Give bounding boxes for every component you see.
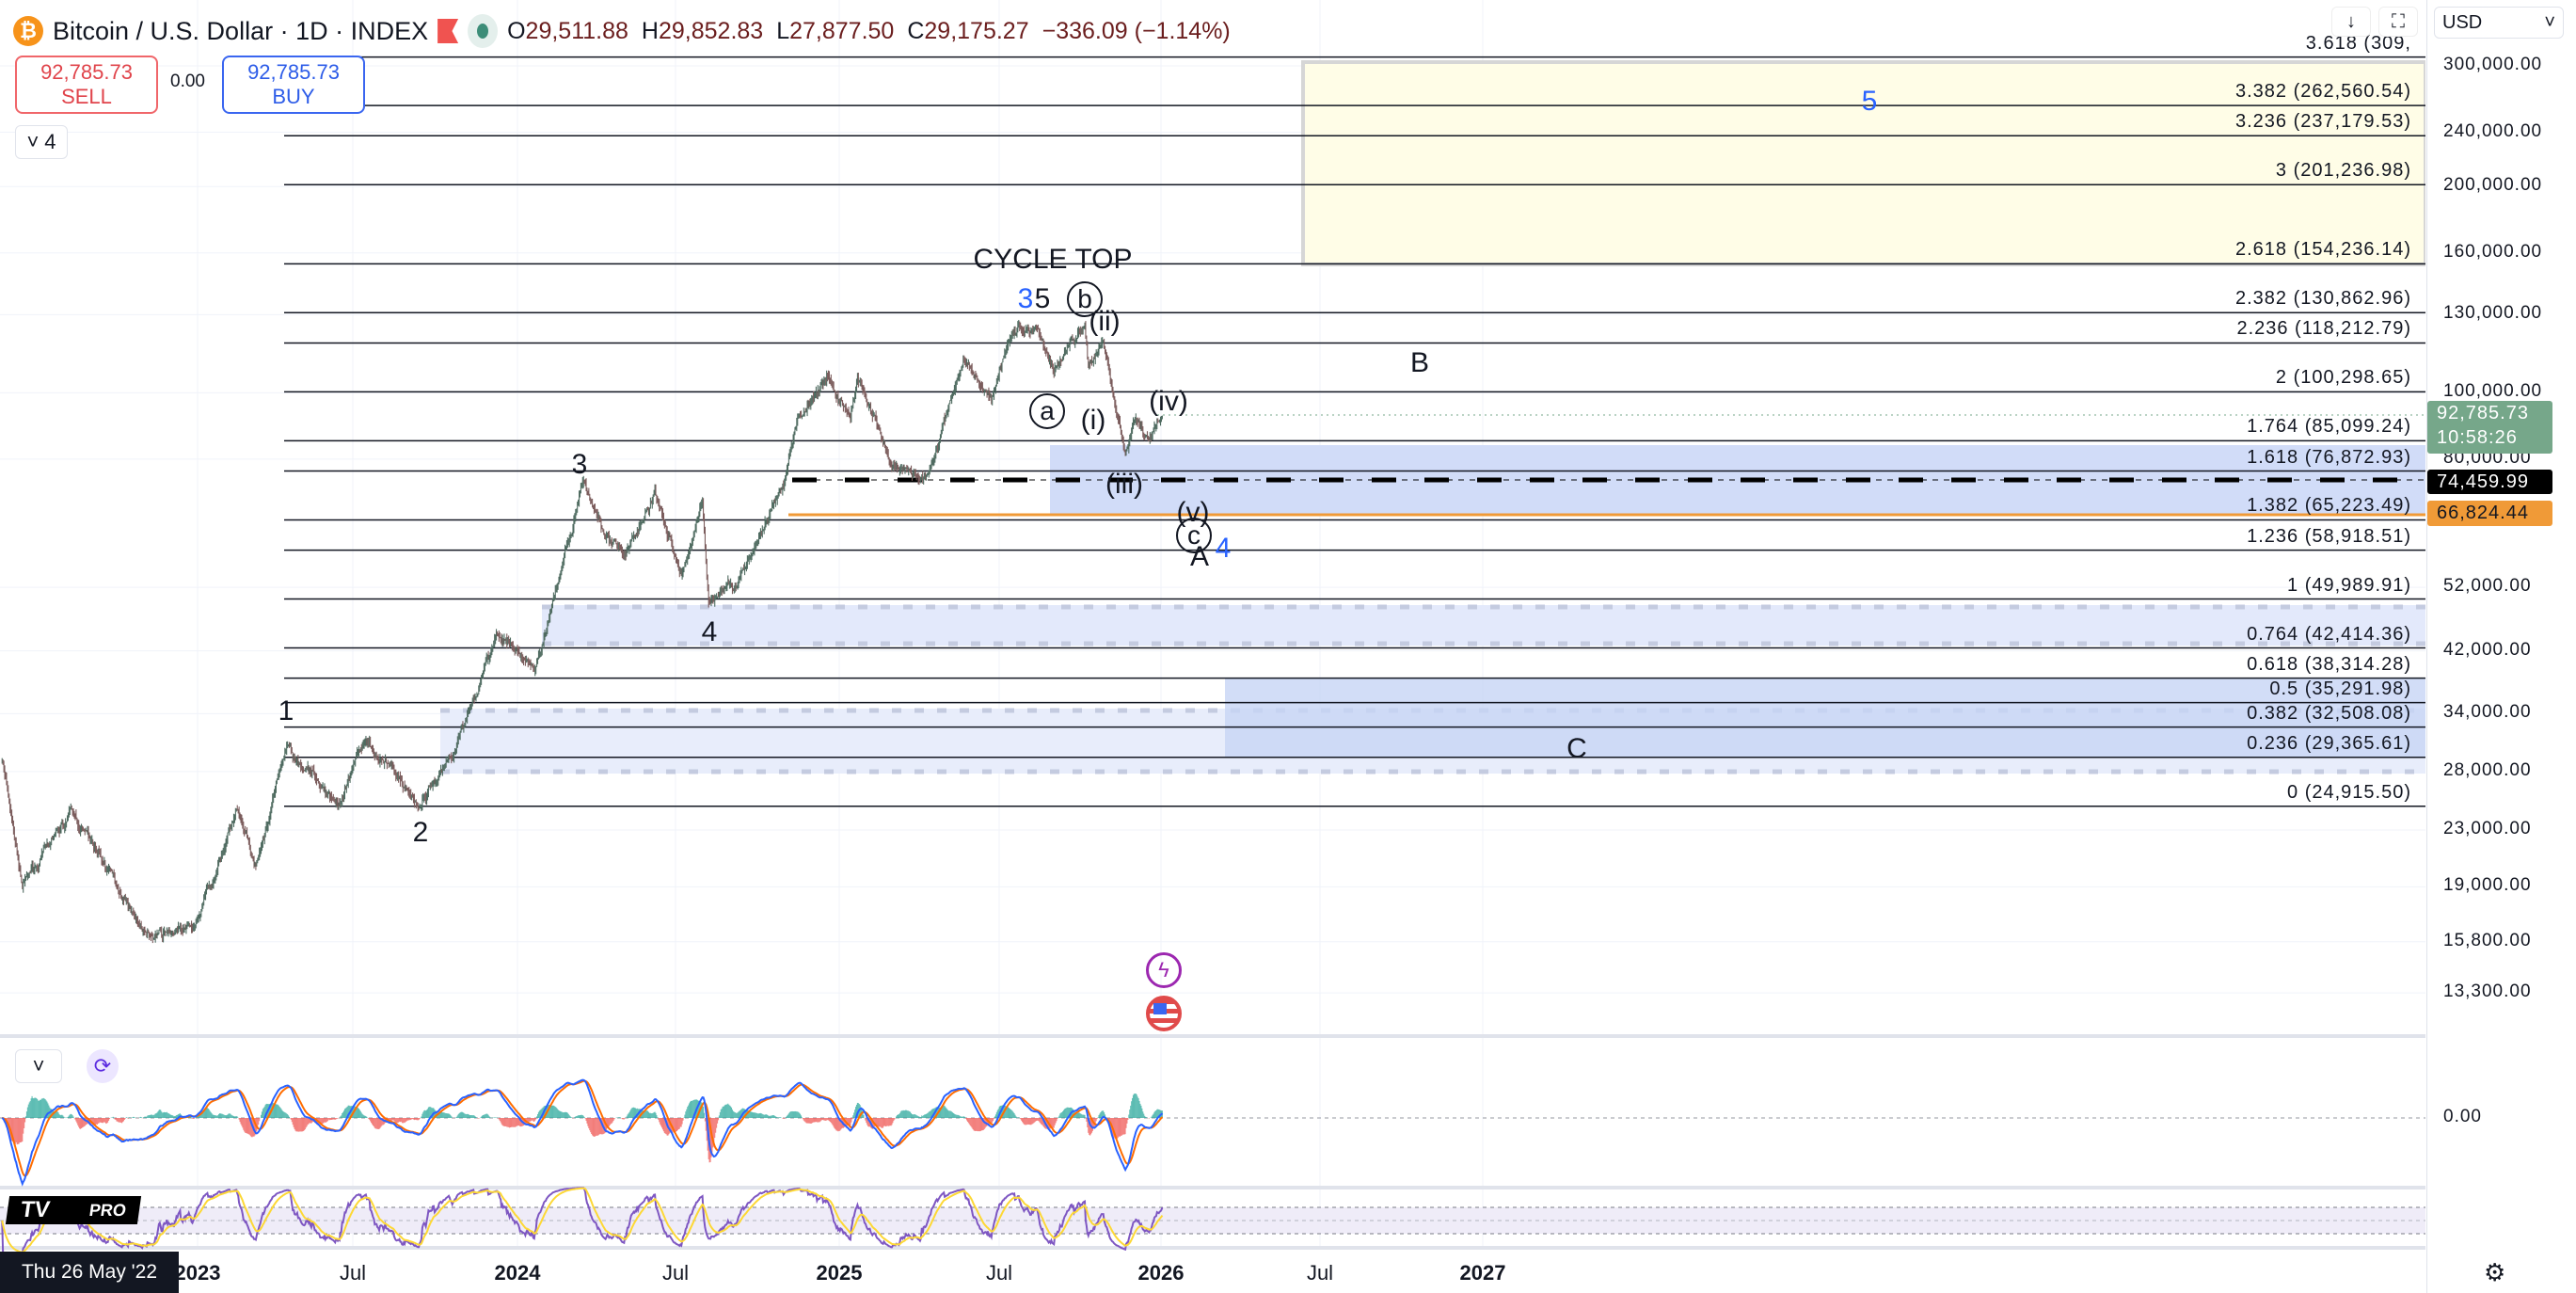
cycle-top-label[interactable]: CYCLE TOP xyxy=(973,244,1133,275)
symbol-header: ₿ Bitcoin / U.S. Dollar · 1D · INDEX O29… xyxy=(13,13,1231,49)
chart-canvas[interactable] xyxy=(0,0,2425,1252)
scroll-to-latest-icon[interactable]: ↓ xyxy=(2331,7,2371,37)
fib-level-label: 0.236 (29,365.61) xyxy=(2247,732,2411,754)
wave-label-i[interactable]: (i) xyxy=(1080,405,1106,436)
tradingview-logo: TV PRO xyxy=(5,1196,142,1224)
macd-line xyxy=(1,1078,1164,1187)
price-axis-label: 19,000.00 xyxy=(2443,875,2532,896)
fullscreen-icon[interactable]: ⛶ xyxy=(2378,7,2418,37)
spread-value: 0.00 xyxy=(170,72,205,91)
price-axis-label: 23,000.00 xyxy=(2443,819,2532,838)
wave-label-blue-3[interactable]: 3 xyxy=(1017,283,1034,314)
wave-label-circled-c[interactable]: c xyxy=(1176,518,1212,553)
bitcoin-icon: ₿ xyxy=(13,16,43,46)
buy-button[interactable]: 92,785.73 BUY xyxy=(222,56,365,114)
fib-level-label: 3 (201,236.98) xyxy=(2275,160,2411,182)
time-label: Jul xyxy=(1306,1261,1334,1285)
fib-level-label: 2 (100,298.65) xyxy=(2275,367,2411,389)
dashed-level-price-tag: 74,459.99 xyxy=(2427,470,2552,494)
last-price-tag: 92,785.73 10:58:26 xyxy=(2427,401,2552,454)
wave-label-C[interactable]: C xyxy=(1566,733,1587,764)
wave-label-B[interactable]: B xyxy=(1409,347,1430,378)
wave-label-4[interactable]: 4 xyxy=(701,616,718,647)
symbol-title[interactable]: Bitcoin / U.S. Dollar · 1D · INDEX xyxy=(53,16,429,45)
price-axis-label: 200,000.00 xyxy=(2443,175,2543,196)
wave-label-iv[interactable]: (iv) xyxy=(1149,386,1188,417)
wave-label-circled-a[interactable]: a xyxy=(1029,393,1065,429)
wave-label-1[interactable]: 1 xyxy=(278,695,294,726)
time-label: 2024 xyxy=(494,1261,541,1285)
indicators-toggle[interactable]: ˅ 4 xyxy=(15,125,68,159)
price-axis-label: 15,800.00 xyxy=(2443,930,2532,950)
fib-level-label: 0.5 (35,291.98) xyxy=(2269,678,2411,699)
time-label: 2025 xyxy=(816,1261,863,1285)
fib-level-label: 0.382 (32,508.08) xyxy=(2247,702,2411,724)
time-label: Jul xyxy=(339,1261,367,1285)
rsi-ma-line xyxy=(1,1187,1164,1252)
time-label: Jul xyxy=(661,1261,690,1285)
price-axis-label: 300,000.00 xyxy=(2443,55,2543,74)
chevron-down-icon: ˅ xyxy=(26,130,40,153)
chevron-down-icon: ˅ xyxy=(32,1054,45,1078)
wave-label-blue-4[interactable]: 4 xyxy=(1215,533,1232,564)
pane-collapse-button[interactable]: ˅ xyxy=(15,1049,62,1083)
lightning-event-icon[interactable]: ϟ xyxy=(1146,952,1182,988)
chevron-down-icon: ˅ xyxy=(2544,11,2555,33)
fib-level-label: 3.236 (237,179.53) xyxy=(2234,111,2411,133)
us-flag-event-icon[interactable] xyxy=(1146,996,1182,1031)
sell-button[interactable]: 92,785.73 SELL xyxy=(15,56,158,114)
fib-level-label: 2.382 (130,862.96) xyxy=(2234,288,2411,310)
settings-icon[interactable]: ⚙ xyxy=(2484,1258,2506,1286)
macd-signal-line xyxy=(2,1079,1164,1177)
price-axis-label: 240,000.00 xyxy=(2443,120,2543,141)
fib-level-label: 3.382 (262,560.54) xyxy=(2234,81,2411,103)
fib-level-label: 1.236 (58,918.51) xyxy=(2247,525,2411,547)
target-zone-yellow xyxy=(1301,60,2425,266)
price-axis[interactable] xyxy=(2426,0,2576,1293)
wave-label-circled-b[interactable]: b xyxy=(1067,281,1103,317)
price-axis-label: 42,000.00 xyxy=(2443,639,2532,660)
target-zone-blue-C xyxy=(1225,678,2425,758)
flag-icon[interactable] xyxy=(437,19,459,43)
wave-label-iii[interactable]: (iii) xyxy=(1105,469,1143,500)
crosshair-date-tooltip: Thu 26 May '22 xyxy=(0,1252,179,1293)
time-label: Jul xyxy=(985,1261,1013,1285)
time-label: 2023 xyxy=(174,1261,221,1285)
time-label: 2027 xyxy=(1459,1261,1506,1285)
price-axis-label: 130,000.00 xyxy=(2443,303,2543,324)
fib-level-label: 3.618 (309, xyxy=(2305,32,2411,54)
price-axis-label: 34,000.00 xyxy=(2443,702,2532,723)
refresh-icon[interactable]: ⟳ xyxy=(87,1049,119,1083)
macd-zero-label: 0.00 xyxy=(2443,1107,2482,1126)
ohlc-values: O29,511.88 H29,852.83 L27,877.50 C29,175… xyxy=(507,17,1231,44)
wave-label-A[interactable]: A xyxy=(1189,541,1210,572)
support-level-price-tag: 66,824.44 xyxy=(2427,501,2552,526)
wave-label-2[interactable]: 2 xyxy=(412,817,429,848)
support-band-mid xyxy=(542,605,2425,646)
fib-level-label: 2.618 (154,236.14) xyxy=(2234,239,2411,261)
time-label: 2026 xyxy=(1137,1261,1185,1285)
wave-label-3[interactable]: 3 xyxy=(571,449,588,480)
wave-label-ii[interactable]: (ii) xyxy=(1089,306,1121,337)
wave-label-5[interactable]: 5 xyxy=(1034,283,1051,314)
wave-label-blue-5[interactable]: 5 xyxy=(1861,86,1878,117)
price-axis-label: 160,000.00 xyxy=(2443,241,2543,262)
fib-level-label: 0.764 (42,414.36) xyxy=(2247,623,2411,645)
currency-dropdown[interactable]: USD ˅ xyxy=(2434,7,2564,39)
price-axis-label: 13,300.00 xyxy=(2443,982,2532,1002)
price-axis-label: 100,000.00 xyxy=(2443,381,2543,402)
market-status-icon[interactable] xyxy=(468,14,499,48)
candles xyxy=(1,319,1163,944)
fib-level-label: 1.764 (85,099.24) xyxy=(2247,416,2411,438)
price-axis-label: 52,000.00 xyxy=(2443,576,2532,597)
fib-level-label: 2.236 (118,212.79) xyxy=(2236,318,2411,340)
fib-level-label: 0.618 (38,314.28) xyxy=(2247,653,2411,675)
fib-level-label: 1 (49,989.91) xyxy=(2287,574,2411,596)
fib-level-label: 0 (24,915.50) xyxy=(2287,781,2411,803)
fib-level-label: 1.618 (76,872.93) xyxy=(2247,446,2411,468)
macd-histogram xyxy=(2,1093,1163,1163)
fib-level-label: 1.382 (65,223.49) xyxy=(2247,495,2411,517)
price-axis-label: 28,000.00 xyxy=(2443,759,2532,780)
